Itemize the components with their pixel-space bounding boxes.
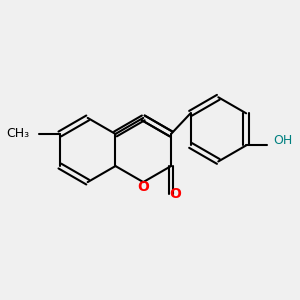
- Text: CH₃: CH₃: [7, 128, 30, 140]
- Text: OH: OH: [274, 134, 293, 147]
- Text: O: O: [137, 180, 149, 194]
- Text: O: O: [170, 187, 182, 201]
